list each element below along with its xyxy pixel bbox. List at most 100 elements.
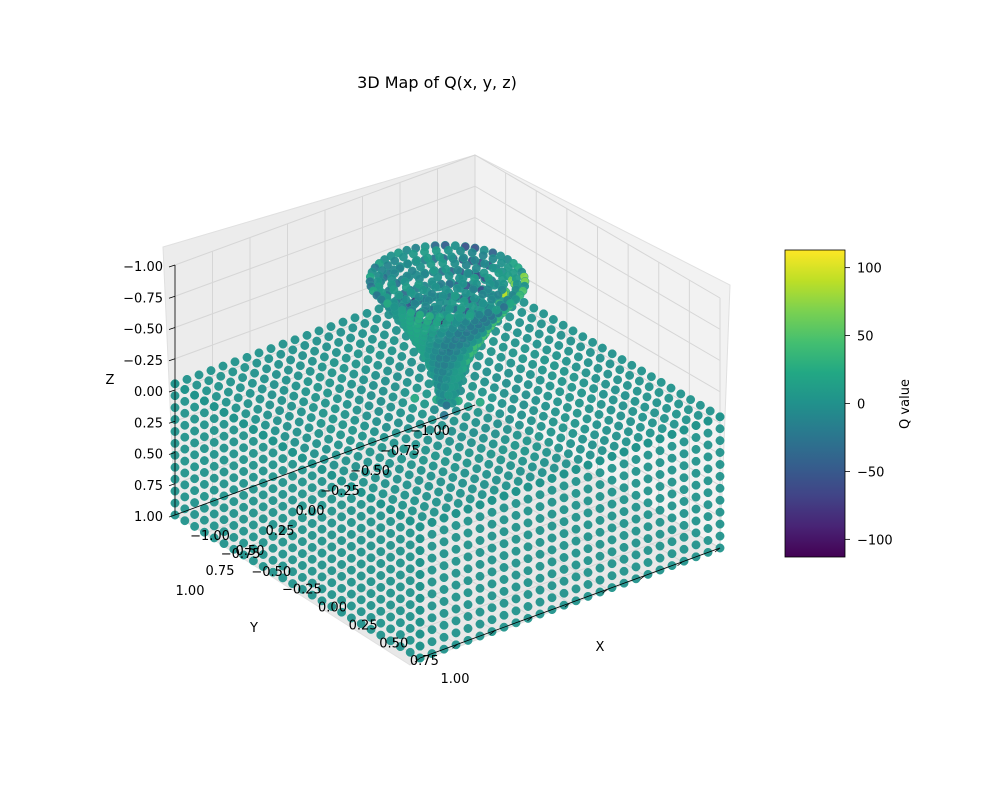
data-point (631, 478, 641, 488)
data-point (535, 514, 545, 523)
data-point (258, 430, 268, 440)
data-point (268, 460, 278, 470)
data-point (655, 553, 665, 563)
data-point (366, 624, 376, 634)
data-point (482, 367, 492, 377)
y-tick-mark (602, 588, 608, 594)
data-point (415, 570, 425, 579)
data-point (296, 407, 306, 417)
data-point (202, 386, 212, 396)
data-point (491, 475, 501, 485)
data-point (679, 520, 689, 530)
data-point (388, 495, 398, 504)
data-point (307, 507, 317, 517)
x-tick-label: −0.25 (282, 583, 322, 598)
data-point (691, 492, 701, 502)
data-point (366, 553, 376, 563)
data-point (499, 539, 509, 549)
data-point (470, 371, 480, 381)
data-point (475, 536, 485, 545)
data-point (463, 268, 473, 278)
data-point (437, 421, 447, 430)
data-point (209, 402, 219, 412)
z-tick-label: −0.75 (123, 291, 163, 306)
data-point (449, 416, 459, 426)
data-point (547, 533, 557, 543)
data-point (426, 471, 436, 481)
data-point (455, 488, 465, 498)
data-point (547, 371, 557, 381)
data-point (590, 430, 600, 440)
data-point (229, 521, 239, 530)
data-point (630, 396, 640, 406)
x-tick-labels: −1.00−0.75−0.50−0.250.000.250.500.751.00 (190, 529, 469, 687)
data-point (595, 515, 605, 525)
data-point (461, 289, 471, 298)
data-point (595, 551, 605, 561)
data-point (300, 443, 310, 453)
data-point (219, 443, 229, 453)
data-point (358, 477, 368, 487)
data-point (427, 613, 437, 623)
data-point (461, 260, 471, 270)
data-point (657, 424, 667, 434)
data-point (469, 428, 479, 438)
data-point (574, 398, 584, 408)
data-point (643, 462, 653, 472)
data-point (331, 348, 341, 357)
data-point (385, 356, 395, 366)
data-point (498, 445, 508, 455)
data-point (424, 379, 434, 389)
data-point (487, 543, 497, 553)
data-point (286, 355, 296, 365)
data-point (337, 500, 347, 510)
data-point (239, 526, 249, 536)
data-point (475, 559, 485, 569)
data-point (346, 506, 356, 516)
data-point (656, 377, 666, 387)
data-point (378, 489, 388, 499)
data-point (631, 455, 641, 464)
data-point (425, 425, 435, 435)
data-point (451, 556, 461, 566)
data-point (288, 459, 298, 469)
data-point (362, 411, 372, 421)
data-point (327, 578, 337, 588)
data-point (219, 431, 229, 441)
data-point (471, 418, 481, 427)
data-point (607, 535, 617, 545)
data-point (607, 547, 617, 557)
data-point (399, 444, 409, 454)
data-point (559, 505, 569, 515)
data-point (679, 461, 689, 471)
data-point (338, 420, 348, 430)
data-point (376, 630, 386, 640)
data-point (619, 459, 629, 469)
data-point (429, 507, 439, 517)
data-point (467, 248, 477, 258)
data-point (235, 383, 245, 393)
data-point (487, 555, 497, 565)
data-point (566, 439, 576, 449)
data-point (405, 588, 415, 598)
data-point (258, 490, 268, 500)
data-point (427, 565, 437, 575)
data-point (671, 409, 681, 419)
data-point (571, 362, 581, 372)
data-point (415, 558, 425, 567)
data-point (417, 409, 427, 419)
data-point (405, 647, 415, 657)
data-point (363, 457, 373, 467)
data-point (297, 561, 307, 570)
data-point (715, 495, 725, 505)
data-point (679, 437, 689, 447)
colorbar-tick-label: 0 (857, 398, 865, 413)
data-point (499, 586, 509, 596)
data-point (218, 361, 228, 371)
data-point (310, 346, 320, 356)
data-point (268, 508, 278, 517)
data-point (691, 540, 701, 550)
data-point (395, 522, 405, 532)
data-point (511, 487, 521, 496)
